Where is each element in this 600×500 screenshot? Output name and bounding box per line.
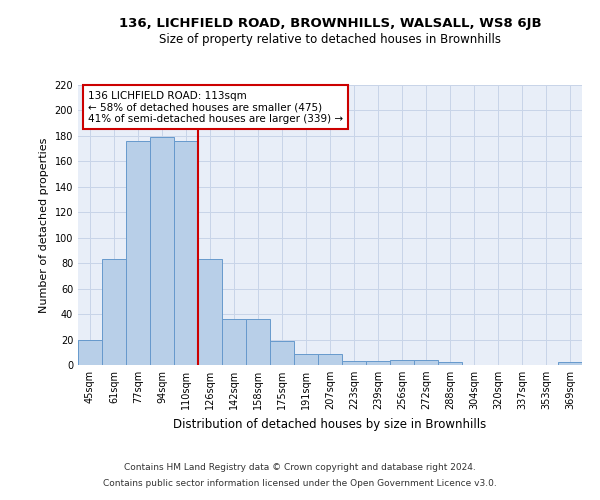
Text: 136, LICHFIELD ROAD, BROWNHILLS, WALSALL, WS8 6JB: 136, LICHFIELD ROAD, BROWNHILLS, WALSALL… [119, 18, 541, 30]
Bar [414, 360, 438, 365]
X-axis label: Distribution of detached houses by size in Brownhills: Distribution of detached houses by size … [173, 418, 487, 430]
Bar [270, 341, 294, 365]
Bar [558, 362, 582, 365]
Bar [78, 340, 102, 365]
Bar [342, 361, 366, 365]
Bar [198, 260, 222, 365]
Bar [102, 260, 126, 365]
Text: Size of property relative to detached houses in Brownhills: Size of property relative to detached ho… [159, 32, 501, 46]
Bar [222, 319, 246, 365]
Bar [126, 141, 150, 365]
Bar [150, 137, 174, 365]
Bar [246, 319, 270, 365]
Text: Contains HM Land Registry data © Crown copyright and database right 2024.: Contains HM Land Registry data © Crown c… [124, 464, 476, 472]
Bar [174, 141, 198, 365]
Bar [390, 360, 414, 365]
Bar [318, 354, 342, 365]
Bar [438, 362, 462, 365]
Text: Contains public sector information licensed under the Open Government Licence v3: Contains public sector information licen… [103, 478, 497, 488]
Y-axis label: Number of detached properties: Number of detached properties [39, 138, 49, 312]
Text: 136 LICHFIELD ROAD: 113sqm
← 58% of detached houses are smaller (475)
41% of sem: 136 LICHFIELD ROAD: 113sqm ← 58% of deta… [88, 90, 343, 124]
Bar [294, 354, 318, 365]
Bar [366, 361, 390, 365]
